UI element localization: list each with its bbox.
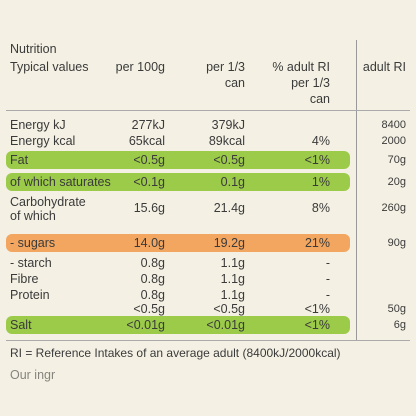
footnote: RI = Reference Intakes of an average adu… (10, 346, 341, 360)
row-label: Fibre (10, 272, 39, 286)
column-divider (356, 40, 357, 340)
row-label: Salt (10, 318, 32, 332)
column-head: per 1/3 (291, 76, 330, 90)
cell-value: <0.5g (133, 302, 165, 316)
cell-value: 21% (304, 236, 330, 250)
cell-value: 89kcal (208, 134, 245, 148)
header-subtitle: Typical values (10, 60, 89, 74)
ri-value: 50g (387, 303, 406, 315)
row-label: - sugars (10, 236, 56, 250)
row-label: - starch (10, 256, 52, 270)
column-head: per 1/3 (206, 60, 245, 74)
column-head: can (224, 76, 245, 90)
ri-value: 70g (387, 154, 406, 166)
cell-value: 4% (311, 134, 330, 148)
cell-value: <0.5g (213, 302, 245, 316)
row-label: Fat (10, 153, 29, 167)
cell-value: 0.8g (140, 272, 165, 286)
cell-value: 19.2g (213, 236, 245, 250)
ri-value: 260g (381, 202, 406, 214)
row-label: Energy kJ (10, 118, 66, 132)
header-title: Nutrition (10, 42, 57, 56)
header-rule (6, 110, 410, 111)
cell-value: <0.01g (206, 318, 245, 332)
cell-value: - (325, 288, 330, 302)
cell-value: 1.1g (220, 288, 245, 302)
row-label: Carbohydrate (10, 195, 86, 209)
cell-value: 8% (311, 201, 330, 215)
cell-value: 65kcal (128, 134, 165, 148)
cell-value: 15.6g (133, 201, 165, 215)
row-label: Energy kcal (10, 134, 76, 148)
cell-value: 0.8g (140, 288, 165, 302)
cell-value: - (325, 256, 330, 270)
ri-value: 90g (387, 237, 406, 249)
row-label: Protein (10, 288, 50, 302)
highlight-band (6, 151, 350, 169)
cell-value: <0.1g (133, 175, 165, 189)
highlight-band (6, 234, 350, 252)
ri-value: 2000 (381, 135, 406, 147)
cell-value: <0.5g (133, 153, 165, 167)
ri-value: 20g (387, 176, 406, 188)
cell-value: 0.8g (140, 256, 165, 270)
cell-value: <0.5g (213, 153, 245, 167)
cell-value: 277kJ (131, 118, 165, 132)
cell-value: <1% (304, 318, 330, 332)
highlight-band (6, 316, 350, 334)
cell-value: 1.1g (220, 256, 245, 270)
column-head: % adult RI (272, 60, 330, 74)
row-sublabel: of which (10, 209, 56, 223)
cell-value: <0.01g (126, 318, 165, 332)
highlight-band (6, 173, 350, 191)
cell-value: - (325, 272, 330, 286)
cell-value: 21.4g (213, 201, 245, 215)
cell-value: 14.0g (133, 236, 165, 250)
cell-value: <1% (304, 302, 330, 316)
cut-text: Our ingr (10, 368, 56, 382)
cell-value: 0.1g (220, 175, 245, 189)
cell-value: <1% (304, 153, 330, 167)
column-head: can (309, 92, 330, 106)
cell-value: 379kJ (211, 118, 245, 132)
cell-value: 1% (311, 175, 330, 189)
column-head: adult RI (362, 60, 406, 74)
ri-value: 8400 (381, 119, 406, 131)
row-label: of which saturates (10, 175, 111, 189)
ri-value: 6g (393, 319, 406, 331)
column-head: per 100g (115, 60, 165, 74)
footer-rule (6, 340, 410, 341)
cell-value: 1.1g (220, 272, 245, 286)
